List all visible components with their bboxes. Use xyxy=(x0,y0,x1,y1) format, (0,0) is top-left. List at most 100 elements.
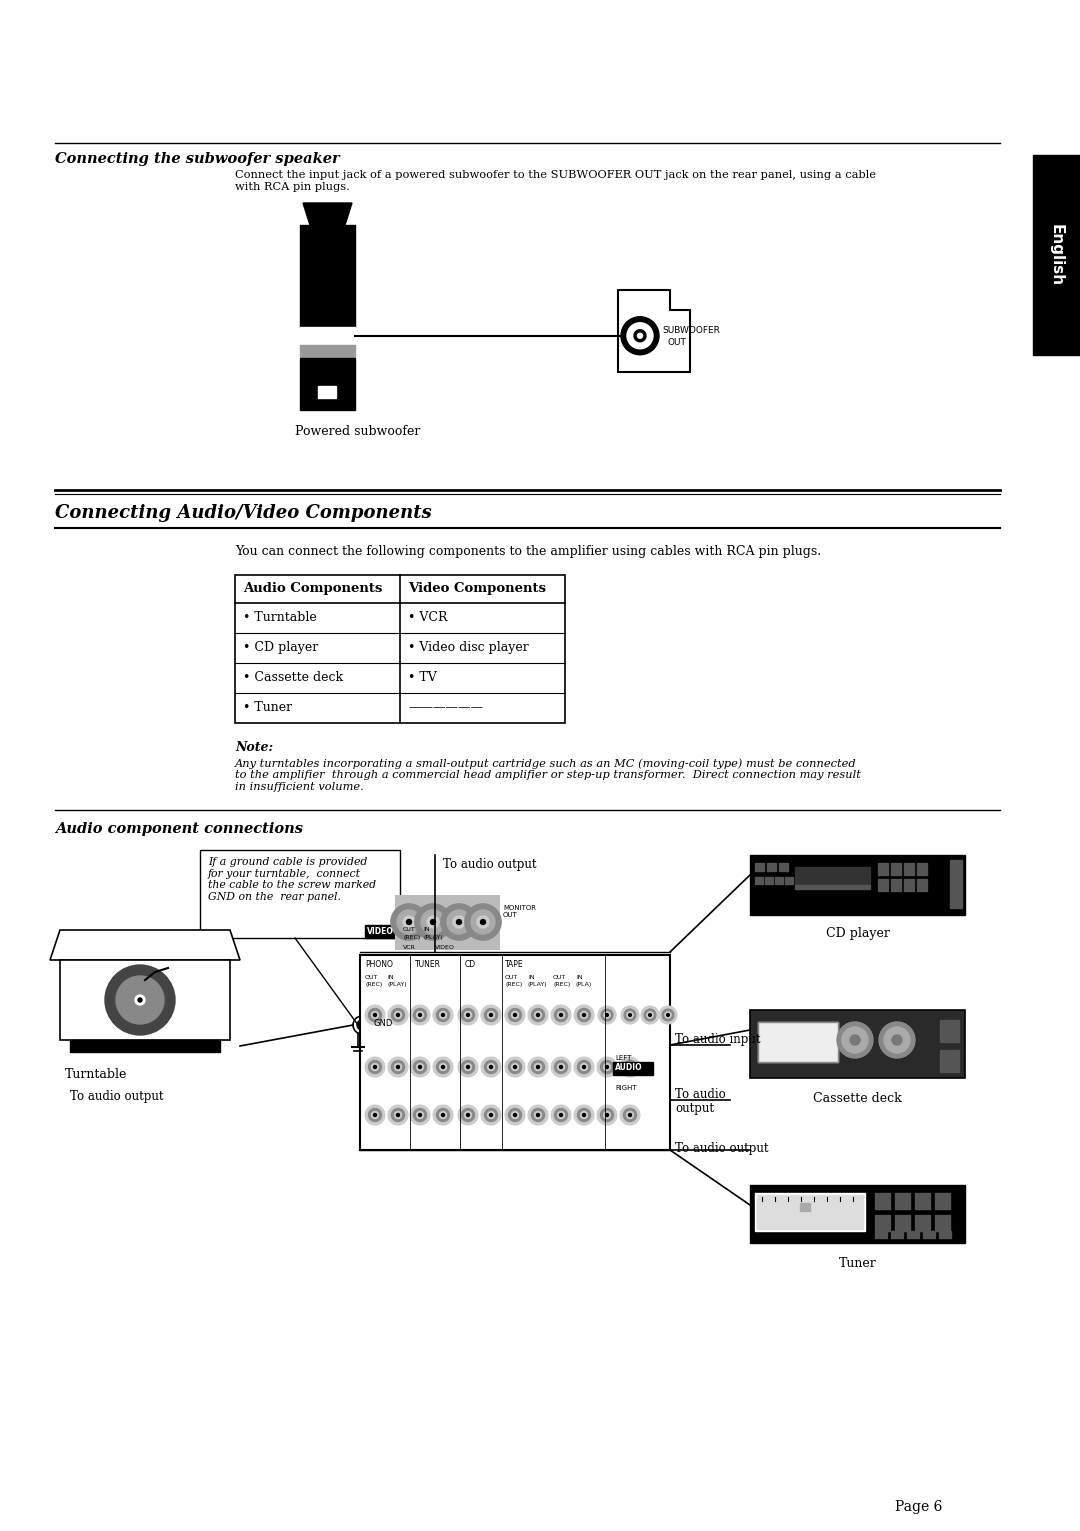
Circle shape xyxy=(419,1113,421,1116)
Circle shape xyxy=(581,1012,588,1018)
Bar xyxy=(750,854,966,916)
Circle shape xyxy=(512,1112,518,1119)
Text: VIDEO: VIDEO xyxy=(367,926,394,935)
Circle shape xyxy=(604,1012,610,1018)
Text: TAPE: TAPE xyxy=(505,960,524,969)
Circle shape xyxy=(396,1113,400,1116)
Text: Turntable: Turntable xyxy=(65,1069,127,1081)
Text: PHONO: PHONO xyxy=(365,960,393,969)
Text: • VCR: • VCR xyxy=(408,611,447,625)
Text: To audio: To audio xyxy=(675,1089,726,1101)
Bar xyxy=(795,867,870,885)
Circle shape xyxy=(582,1113,585,1116)
Circle shape xyxy=(374,1066,377,1069)
Circle shape xyxy=(414,1108,427,1122)
Circle shape xyxy=(442,1066,445,1069)
Circle shape xyxy=(509,1108,522,1122)
Circle shape xyxy=(642,1006,659,1024)
Circle shape xyxy=(600,1108,613,1122)
Circle shape xyxy=(659,1006,677,1024)
Circle shape xyxy=(403,916,415,928)
Bar xyxy=(60,960,230,1040)
Bar xyxy=(895,1193,910,1209)
Circle shape xyxy=(353,1017,372,1033)
Bar xyxy=(767,863,777,871)
Text: AUDIO: AUDIO xyxy=(615,1063,643,1072)
Bar xyxy=(917,863,927,876)
Circle shape xyxy=(419,1066,421,1069)
Circle shape xyxy=(666,1014,670,1017)
Bar xyxy=(765,877,773,883)
Circle shape xyxy=(414,1061,427,1073)
Bar xyxy=(939,1231,951,1239)
Circle shape xyxy=(626,1064,634,1070)
Bar xyxy=(891,879,901,891)
Circle shape xyxy=(597,1105,617,1125)
Circle shape xyxy=(436,1061,449,1073)
Bar xyxy=(875,1231,887,1239)
Circle shape xyxy=(537,1113,540,1116)
Text: VIDEO: VIDEO xyxy=(435,945,455,951)
Text: Audio component connections: Audio component connections xyxy=(55,822,303,836)
Circle shape xyxy=(436,1009,449,1021)
Circle shape xyxy=(440,1012,446,1018)
Circle shape xyxy=(621,317,659,355)
Circle shape xyxy=(165,963,175,974)
Circle shape xyxy=(481,1105,501,1125)
Circle shape xyxy=(531,1009,544,1021)
Circle shape xyxy=(442,1014,445,1017)
Bar xyxy=(907,1231,919,1239)
Bar xyxy=(895,1216,910,1231)
Bar xyxy=(775,877,783,883)
Circle shape xyxy=(600,1061,613,1073)
Circle shape xyxy=(368,1009,381,1021)
Circle shape xyxy=(391,1061,405,1073)
Circle shape xyxy=(391,1009,405,1021)
Circle shape xyxy=(485,1061,498,1073)
Circle shape xyxy=(410,1004,430,1024)
Bar xyxy=(875,1193,890,1209)
Polygon shape xyxy=(303,204,352,225)
Text: VCR: VCR xyxy=(403,945,416,951)
Circle shape xyxy=(554,1061,567,1073)
Circle shape xyxy=(410,1056,430,1076)
Circle shape xyxy=(116,975,164,1024)
Circle shape xyxy=(629,1014,632,1017)
Bar xyxy=(360,955,670,1150)
Bar xyxy=(878,863,888,876)
Circle shape xyxy=(559,1014,563,1017)
Circle shape xyxy=(471,909,495,934)
Bar xyxy=(935,1193,950,1209)
Bar xyxy=(950,1020,954,1043)
Circle shape xyxy=(621,1006,639,1024)
Circle shape xyxy=(842,1027,868,1053)
Circle shape xyxy=(559,1113,563,1116)
Text: MONITOR
OUT: MONITOR OUT xyxy=(503,905,536,919)
Circle shape xyxy=(573,1105,594,1125)
Circle shape xyxy=(578,1009,591,1021)
Bar xyxy=(318,386,336,398)
Text: IN: IN xyxy=(387,975,393,980)
Bar xyxy=(935,1216,950,1231)
Bar xyxy=(758,1023,838,1063)
Circle shape xyxy=(626,1112,634,1119)
Circle shape xyxy=(513,1014,516,1017)
Text: (PLAY): (PLAY) xyxy=(387,981,407,987)
Bar xyxy=(795,885,870,890)
Circle shape xyxy=(417,1064,423,1070)
Circle shape xyxy=(465,903,501,940)
Circle shape xyxy=(598,1006,616,1024)
Circle shape xyxy=(602,1009,612,1021)
Text: • TV: • TV xyxy=(408,671,436,684)
Circle shape xyxy=(597,1056,617,1076)
Bar xyxy=(904,863,914,876)
Text: GND: GND xyxy=(374,1020,393,1027)
Text: To audio input: To audio input xyxy=(675,1033,760,1046)
Circle shape xyxy=(489,1066,492,1069)
Circle shape xyxy=(365,1004,384,1024)
Circle shape xyxy=(414,1009,427,1021)
Circle shape xyxy=(537,1066,540,1069)
Circle shape xyxy=(441,903,477,940)
Text: Tuner: Tuner xyxy=(839,1257,876,1271)
Text: Page 6: Page 6 xyxy=(895,1500,943,1514)
